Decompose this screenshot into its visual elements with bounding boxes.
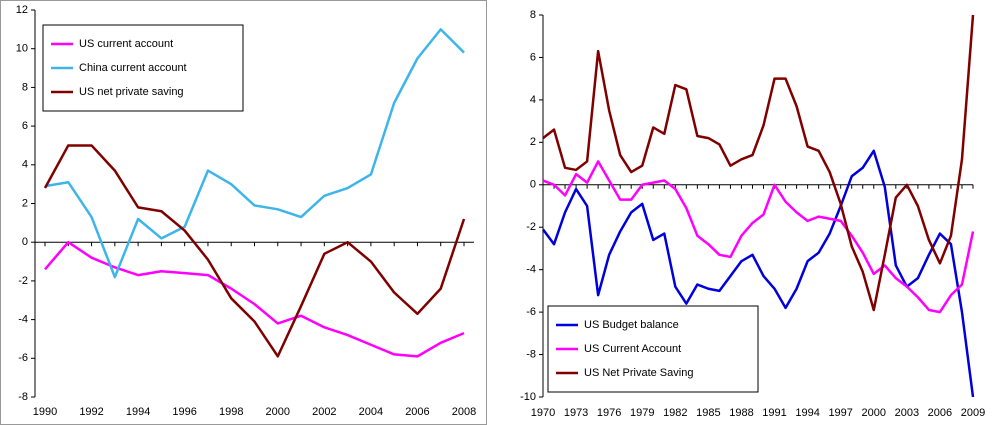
y-tick-label: -8 bbox=[526, 348, 536, 360]
y-tick-label: 2 bbox=[530, 136, 536, 148]
x-tick-label: 2008 bbox=[452, 406, 476, 418]
y-tick-label: 12 bbox=[16, 4, 28, 16]
x-tick-label: 2004 bbox=[359, 406, 383, 418]
y-tick-label: -8 bbox=[18, 391, 28, 403]
y-tick-label: 2 bbox=[22, 197, 28, 209]
x-tick-label: 2006 bbox=[928, 407, 952, 419]
y-tick-label: 4 bbox=[530, 94, 536, 106]
x-tick-label: 2006 bbox=[405, 406, 429, 418]
x-tick-label: 1976 bbox=[597, 407, 621, 419]
series-line bbox=[542, 160, 975, 314]
y-tick-label: -4 bbox=[526, 264, 536, 276]
y-tick-label: 0 bbox=[22, 236, 28, 248]
y-tick-label: -2 bbox=[526, 221, 536, 233]
x-tick-label: 1996 bbox=[172, 406, 196, 418]
y-tick-label: -4 bbox=[18, 314, 28, 326]
series-line bbox=[542, 14, 975, 312]
x-tick-label: 1994 bbox=[795, 407, 819, 419]
y-tick-label: -2 bbox=[18, 275, 28, 287]
y-tick-label: -6 bbox=[526, 306, 536, 318]
x-tick-label: 1970 bbox=[531, 407, 555, 419]
x-tick-label: 1998 bbox=[219, 406, 243, 418]
y-tick-label: 8 bbox=[530, 9, 536, 21]
legend-label: US Net Private Saving bbox=[584, 367, 693, 379]
series-line bbox=[43, 144, 466, 358]
series-line bbox=[541, 149, 975, 398]
x-tick-label: 2000 bbox=[862, 407, 886, 419]
x-tick-label: 1973 bbox=[564, 407, 588, 419]
legend-label: US current account bbox=[79, 38, 173, 50]
legend-label: China current account bbox=[79, 62, 187, 74]
legend-box bbox=[547, 305, 759, 393]
x-tick-label: 1994 bbox=[126, 406, 150, 418]
y-tick-label: 6 bbox=[530, 51, 536, 63]
y-tick-label: 10 bbox=[16, 43, 28, 55]
y-tick-label: 6 bbox=[22, 120, 28, 132]
legend-label: US Budget balance bbox=[584, 319, 679, 331]
x-tick-label: 1979 bbox=[630, 407, 654, 419]
x-tick-label: 2002 bbox=[312, 406, 336, 418]
x-tick-label: 1997 bbox=[828, 407, 852, 419]
x-tick-label: 2009 bbox=[961, 407, 985, 419]
y-tick-label: 4 bbox=[22, 159, 28, 171]
y-tick-label: 0 bbox=[530, 179, 536, 191]
x-tick-label: 1988 bbox=[729, 407, 753, 419]
legend-label: US Current Account bbox=[584, 343, 681, 355]
x-tick-label: 2003 bbox=[895, 407, 919, 419]
y-tick-label: 8 bbox=[22, 81, 28, 93]
series-line bbox=[44, 240, 465, 358]
x-tick-label: 1985 bbox=[696, 407, 720, 419]
x-tick-label: 1992 bbox=[79, 406, 103, 418]
x-tick-label: 2000 bbox=[266, 406, 290, 418]
legend-box bbox=[42, 24, 244, 112]
legend-label: US net private saving bbox=[79, 86, 184, 98]
x-tick-label: 1982 bbox=[663, 407, 687, 419]
x-tick-label: 1990 bbox=[33, 406, 57, 418]
series-line bbox=[44, 28, 465, 279]
y-tick-label: -6 bbox=[18, 352, 28, 364]
y-tick-label: -10 bbox=[520, 391, 536, 403]
x-tick-label: 1991 bbox=[762, 407, 786, 419]
